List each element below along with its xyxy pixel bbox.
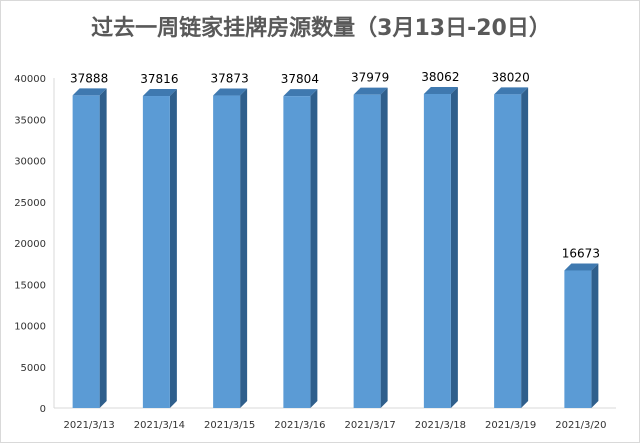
bar bbox=[72, 88, 107, 408]
bar bbox=[353, 87, 388, 408]
y-tick-label: 40000 bbox=[14, 74, 46, 85]
x-tick-label: 2021/3/14 bbox=[134, 420, 185, 431]
bar bbox=[142, 89, 177, 408]
bar-top bbox=[142, 89, 177, 97]
data-label: 16673 bbox=[562, 246, 600, 260]
bar-side bbox=[450, 86, 458, 409]
bar bbox=[283, 89, 318, 408]
bar-top bbox=[353, 87, 388, 95]
bars bbox=[72, 86, 599, 409]
y-tick-label: 20000 bbox=[14, 239, 46, 250]
bar-side bbox=[380, 87, 388, 408]
x-tick-label: 2021/3/15 bbox=[204, 420, 255, 431]
x-tick-label: 2021/3/13 bbox=[63, 420, 114, 431]
y-tick-label: 15000 bbox=[14, 280, 46, 291]
bar-front bbox=[142, 96, 170, 408]
y-axis: 0 5000 10000 15000 20000 25000 30000 35000 40000 bbox=[14, 74, 55, 415]
x-tick-label: 2021/3/18 bbox=[415, 420, 466, 431]
data-label: 37888 bbox=[70, 71, 108, 85]
bar-front bbox=[564, 270, 592, 408]
bar-side bbox=[521, 87, 529, 409]
x-tick-label: 2021/3/20 bbox=[555, 420, 606, 431]
y-tick-label: 10000 bbox=[14, 322, 46, 333]
bar bbox=[564, 263, 599, 408]
bar-top bbox=[423, 86, 458, 94]
x-tick-label: 2021/3/16 bbox=[274, 420, 325, 431]
data-label: 37804 bbox=[281, 72, 319, 86]
bar-front bbox=[283, 96, 311, 408]
y-tick-label: 5000 bbox=[21, 363, 46, 374]
bar-top bbox=[72, 88, 107, 96]
bar-top bbox=[283, 89, 318, 97]
data-label: 37816 bbox=[140, 72, 178, 86]
chart-title: 过去一周链家挂牌房源数量（3月13日-20日） bbox=[91, 15, 551, 41]
data-label: 37979 bbox=[351, 71, 389, 85]
x-axis: 2021/3/13 2021/3/14 2021/3/15 2021/3/16 2021… bbox=[54, 407, 616, 431]
bar-side bbox=[591, 263, 599, 408]
bar-top bbox=[494, 87, 529, 95]
bar-side bbox=[240, 88, 248, 408]
bar-front bbox=[213, 95, 241, 408]
data-label: 38062 bbox=[421, 70, 459, 84]
y-tick-label: 30000 bbox=[14, 157, 46, 168]
bar-front bbox=[494, 94, 522, 409]
y-tick-label: 25000 bbox=[14, 198, 46, 209]
bar-front bbox=[72, 95, 100, 408]
y-tick-label: 0 bbox=[40, 404, 46, 415]
bar-top bbox=[564, 263, 599, 271]
data-label: 38020 bbox=[492, 70, 530, 84]
x-tick-label: 2021/3/17 bbox=[344, 420, 395, 431]
bar-front bbox=[353, 94, 381, 408]
bar-side bbox=[169, 89, 177, 408]
bar bbox=[423, 86, 458, 409]
y-tick-label: 35000 bbox=[14, 115, 46, 126]
bar-side bbox=[99, 88, 107, 408]
bar-top bbox=[213, 88, 248, 96]
data-label: 37873 bbox=[211, 72, 249, 86]
bar-side bbox=[310, 89, 318, 408]
x-tick-label: 2021/3/19 bbox=[485, 420, 536, 431]
bar bbox=[213, 88, 248, 408]
bar-front bbox=[423, 93, 451, 409]
bar bbox=[494, 87, 529, 409]
data-labels: 37888 37816 37873 37804 37979 38062 38020 16673 bbox=[70, 70, 600, 260]
